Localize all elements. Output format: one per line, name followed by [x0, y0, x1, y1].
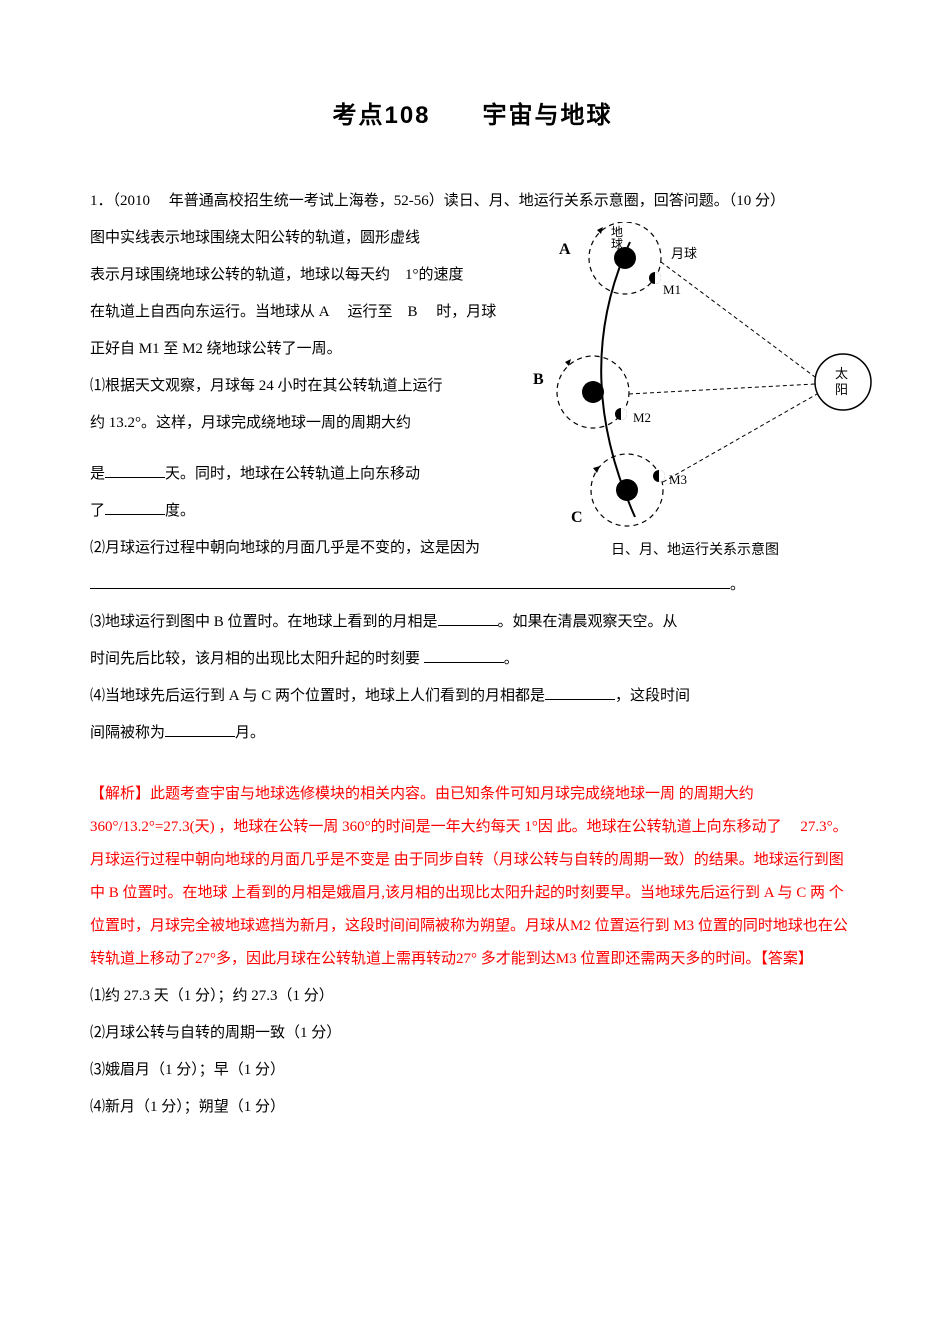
label-m1: M1	[663, 282, 681, 297]
answers-block: ⑴约 27.3 天（1 分）；约 27.3（1 分） ⑵月球公转与自转的周期一致…	[90, 980, 855, 1124]
q3b-pre: 时间先后比较，该月相的出现比太阳升起的时刻要	[90, 651, 424, 667]
ray-a	[661, 262, 815, 377]
blank-days	[105, 460, 165, 478]
ray-b	[629, 384, 815, 394]
answer-4: ⑷新月（1 分）；朔望（1 分）	[90, 1091, 855, 1124]
page-title: 考点108 宇宙与地球	[90, 95, 855, 130]
blank-degrees	[105, 497, 165, 515]
orbit-diagram: 太 阳 A 地 球 M1 月球	[515, 222, 875, 532]
text-diagram-row: 图中实线表示地球围绕太阳公转的轨道，圆形虚线 表示月球围绕地球公转的轨道，地球以…	[90, 222, 855, 528]
q1d-post: 度。	[165, 503, 195, 519]
para-2: 表示月球围绕地球公转的轨道，地球以每天约 1°的速度	[90, 259, 520, 292]
para-1: 图中实线表示地球围绕太阳公转的轨道，圆形虚线	[90, 222, 520, 255]
q2-pre: ⑵月球运行过程中朝向地球的月面几乎是不变的，这是因为	[90, 540, 480, 556]
blank-phase	[438, 608, 498, 626]
q3a-pre: ⑶地球运行到图中 B 位置时。在地球上看到的月相是	[90, 614, 438, 630]
moon-label: 月球	[671, 246, 697, 261]
q3b-post: 。	[504, 651, 519, 667]
arrow-c	[593, 466, 600, 473]
q4b-pre: 间隔被称为	[90, 725, 165, 741]
answer-2: ⑵月球公转与自转的周期一致（1 分）	[90, 1017, 855, 1050]
answer-1: ⑴约 27.3 天（1 分）；约 27.3（1 分）	[90, 980, 855, 1013]
earth-c	[616, 479, 638, 501]
q2-blank-line: 。	[90, 569, 855, 602]
label-b: B	[533, 371, 544, 388]
content-body: 1．（2010 年普通高校招生统一考试上海卷，52-56）读日、月、地运行关系示…	[90, 185, 855, 1124]
label-a: A	[559, 241, 571, 258]
blank-timing	[424, 645, 504, 663]
diagram-caption: 日、月、地运行关系示意图	[515, 536, 875, 567]
blank-month	[165, 719, 235, 737]
label-m2: M2	[633, 410, 651, 425]
question-head: 1．（2010 年普通高校招生统一考试上海卷，52-56）读日、月、地运行关系示…	[90, 185, 855, 218]
q1c-pre: 是	[90, 466, 105, 482]
para-4: 正好自 M1 至 M2 绕地球公转了一周。	[90, 333, 520, 366]
q4-line-b: 间隔被称为 月。	[90, 717, 855, 750]
label-c: C	[571, 509, 583, 526]
analysis-label: 【解析】	[90, 786, 150, 802]
sun-label-2: 阳	[835, 382, 848, 397]
earth-b	[582, 381, 604, 403]
label-m3: M3	[669, 472, 687, 487]
q4b-post: 月。	[235, 725, 265, 741]
blank-phase2	[545, 682, 615, 700]
answer-label: 【答案】	[760, 951, 813, 967]
q4a-post: ，这段时间	[615, 688, 690, 704]
q1-line-c: 是 天。同时，地球在公转轨道上向东移动	[90, 458, 520, 491]
q2-end: 。	[730, 577, 745, 593]
question-left-text: 图中实线表示地球围绕太阳公转的轨道，圆形虚线 表示月球围绕地球公转的轨道，地球以…	[90, 222, 520, 528]
moon-m1-light	[655, 272, 661, 284]
analysis-text: 此题考查宇宙与地球选修模块的相关内容。由已知条件可知月球完成绕地球一周 的周期大…	[90, 786, 848, 967]
diagram-container: 太 阳 A 地 球 M1 月球	[515, 222, 875, 567]
blank-reason	[90, 571, 730, 589]
q1d-pre: 了	[90, 503, 105, 519]
q1c-mid: 天。同时，地球在公转轨道上向东移动	[165, 466, 420, 482]
q1-line-b: 约 13.2°。这样，月球完成绕地球一周的周期大约	[90, 407, 520, 440]
q3-line-b: 时间先后比较，该月相的出现比太阳升起的时刻要 。	[90, 643, 855, 676]
moon-m3-light	[659, 470, 665, 482]
earth-orbit-arc	[601, 242, 635, 517]
analysis-block: 【解析】此题考查宇宙与地球选修模块的相关内容。由已知条件可知月球完成绕地球一周 …	[90, 778, 855, 976]
q4-line-a: ⑷当地球先后运行到 A 与 C 两个位置时，地球上人们看到的月相都是 ，这段时间	[90, 680, 855, 713]
answer-3: ⑶娥眉月（1 分）；早（1 分）	[90, 1054, 855, 1087]
moon-m2-light	[621, 408, 627, 420]
q3-line-a: ⑶地球运行到图中 B 位置时。在地球上看到的月相是 。如果在清晨观察天空。从	[90, 606, 855, 639]
earth-label-a2: 球	[611, 237, 623, 251]
para-3: 在轨道上自西向东运行。当地球从 A 运行至 B 时，月球	[90, 296, 520, 329]
q3a-post: 。如果在清晨观察天空。从	[498, 614, 678, 630]
q4a-pre: ⑷当地球先后运行到 A 与 C 两个位置时，地球上人们看到的月相都是	[90, 688, 545, 704]
q1-line-a: ⑴根据天文观察，月球每 24 小时在其公转轨道上运行	[90, 370, 520, 403]
analysis-para: 【解析】此题考查宇宙与地球选修模块的相关内容。由已知条件可知月球完成绕地球一周 …	[90, 778, 855, 976]
ray-c	[663, 394, 817, 482]
sun-label-1: 太	[835, 366, 848, 381]
q1-line-d: 了 度。	[90, 495, 520, 528]
